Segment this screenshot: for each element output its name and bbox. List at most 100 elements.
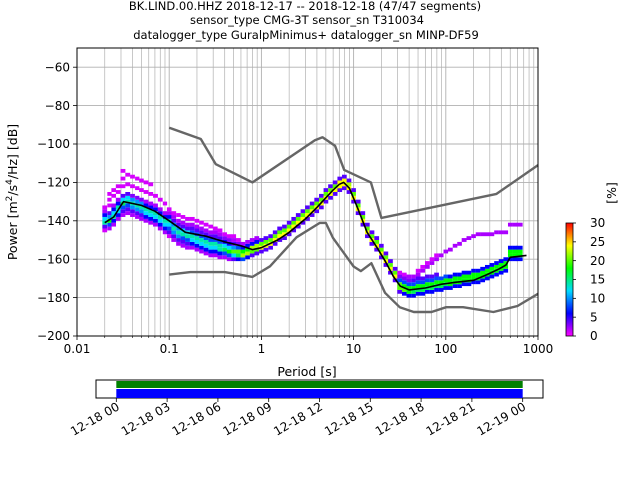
psd-density-cell	[392, 278, 398, 283]
psd-density-cell	[199, 238, 204, 242]
psd-density-cell	[208, 249, 214, 254]
psd-density-cell	[309, 201, 315, 206]
psd-density-cell	[263, 247, 269, 252]
psd-density-cell	[130, 213, 135, 217]
psd-density-cell	[111, 193, 117, 198]
psd-density-cell	[180, 215, 186, 219]
colorbar-gradient	[565, 222, 574, 337]
psd-density-cell	[148, 209, 154, 214]
y-tick-label: −180	[37, 291, 70, 305]
psd-density-cell	[420, 288, 426, 292]
psd-density-cell	[176, 222, 181, 227]
psd-density-cell	[180, 236, 186, 240]
psd-density-cell	[157, 207, 163, 212]
title-line-1: BK.LIND.00.HHZ 2018-12-17 -- 2018-12-18 …	[129, 0, 481, 13]
psd-density-cell	[208, 245, 214, 250]
psd-density-cell	[102, 205, 108, 210]
psd-density-cell	[157, 222, 163, 227]
psd-density-cell	[143, 199, 149, 204]
psd-density-cell	[212, 226, 218, 231]
psd-density-cell	[355, 211, 361, 216]
psd-density-cell	[194, 243, 200, 248]
psd-density-cell	[360, 211, 366, 216]
psd-density-cell	[254, 247, 260, 252]
psd-density-cell	[171, 218, 177, 223]
psd-density-cell	[222, 232, 227, 237]
psd-density-cell	[438, 280, 444, 285]
psd-density-cell	[115, 201, 121, 206]
psd-density-cell	[171, 215, 177, 219]
plot-frame	[76, 47, 539, 337]
psd-density-cell	[120, 197, 126, 202]
psd-density-cell	[102, 213, 108, 217]
psd-density-cell	[466, 236, 472, 240]
psd-density-cell	[143, 215, 149, 219]
psd-density-cell	[194, 224, 200, 229]
psd-density-cell	[365, 226, 370, 231]
psd-density-cell	[480, 270, 486, 275]
psd-density-cell	[295, 213, 301, 217]
psd-density-cell	[139, 205, 144, 210]
colorbar-tick-label: 15	[590, 273, 605, 287]
psd-density-cell	[185, 222, 190, 227]
psd-density-cell	[194, 218, 200, 223]
psd-density-cell	[153, 218, 158, 223]
psd-density-cell	[231, 249, 237, 254]
psd-density-cell	[461, 270, 467, 275]
psd-density-cell	[217, 255, 223, 260]
psd-density-cell	[212, 245, 218, 250]
psd-density-cell	[189, 226, 195, 231]
psd-density-cell	[291, 216, 297, 221]
grid-lines	[76, 48, 538, 337]
psd-density-cell	[171, 211, 177, 216]
psd-density-cell	[125, 203, 131, 208]
psd-density-cell	[286, 228, 292, 233]
psd-density-cell	[471, 272, 476, 277]
psd-density-cell	[282, 232, 287, 237]
psd-density-cell	[157, 218, 163, 223]
psd-density-cell	[305, 209, 310, 214]
psd-density-cell	[471, 234, 476, 239]
psd-density-cell	[231, 257, 237, 262]
psd-density-cell	[120, 184, 126, 189]
psd-density-cell	[429, 286, 435, 290]
psd-density-cell	[235, 241, 241, 246]
psd-density-cell	[176, 213, 181, 217]
psd-density-cell	[388, 263, 393, 267]
psd-density-cell	[291, 220, 297, 225]
psd-density-cell	[135, 176, 140, 181]
psd-density-cell	[107, 192, 112, 196]
psd-density-cell	[512, 253, 518, 258]
psd-density-cell	[139, 201, 144, 206]
psd-density-cell	[199, 245, 204, 250]
psd-density-cell	[130, 197, 135, 202]
psd-density-cell	[489, 263, 495, 267]
psd-density-cell	[203, 243, 209, 248]
y-tick-label: −60	[45, 60, 70, 74]
psd-density-cell	[199, 241, 204, 246]
psd-density-cell	[235, 245, 241, 250]
psd-density-cell	[457, 272, 462, 277]
psd-density-cell	[420, 280, 426, 285]
psd-density-cell	[397, 270, 403, 275]
psd-density-cell	[461, 238, 467, 242]
psd-density-cell	[429, 274, 435, 279]
psd-density-cell	[369, 241, 375, 246]
psd-density-cell	[319, 197, 324, 202]
segment-coverage-bar	[116, 381, 523, 388]
psd-density-cell	[411, 286, 416, 290]
psd-density-cell	[434, 276, 439, 281]
y-tick-label: −120	[37, 176, 70, 190]
psd-density-cell	[309, 205, 315, 210]
psd-density-cell	[295, 220, 301, 225]
psd-density-cell	[337, 176, 343, 181]
psd-density-cell	[162, 230, 168, 235]
psd-density-cell	[443, 249, 449, 254]
psd-density-cell	[475, 280, 481, 285]
psd-density-cell	[148, 213, 154, 217]
psd-density-cell	[388, 259, 393, 264]
psd-density-cell	[507, 222, 513, 227]
psd-density-cell	[226, 238, 232, 242]
psd-density-cell	[498, 230, 504, 235]
psd-density-cell	[337, 184, 343, 189]
